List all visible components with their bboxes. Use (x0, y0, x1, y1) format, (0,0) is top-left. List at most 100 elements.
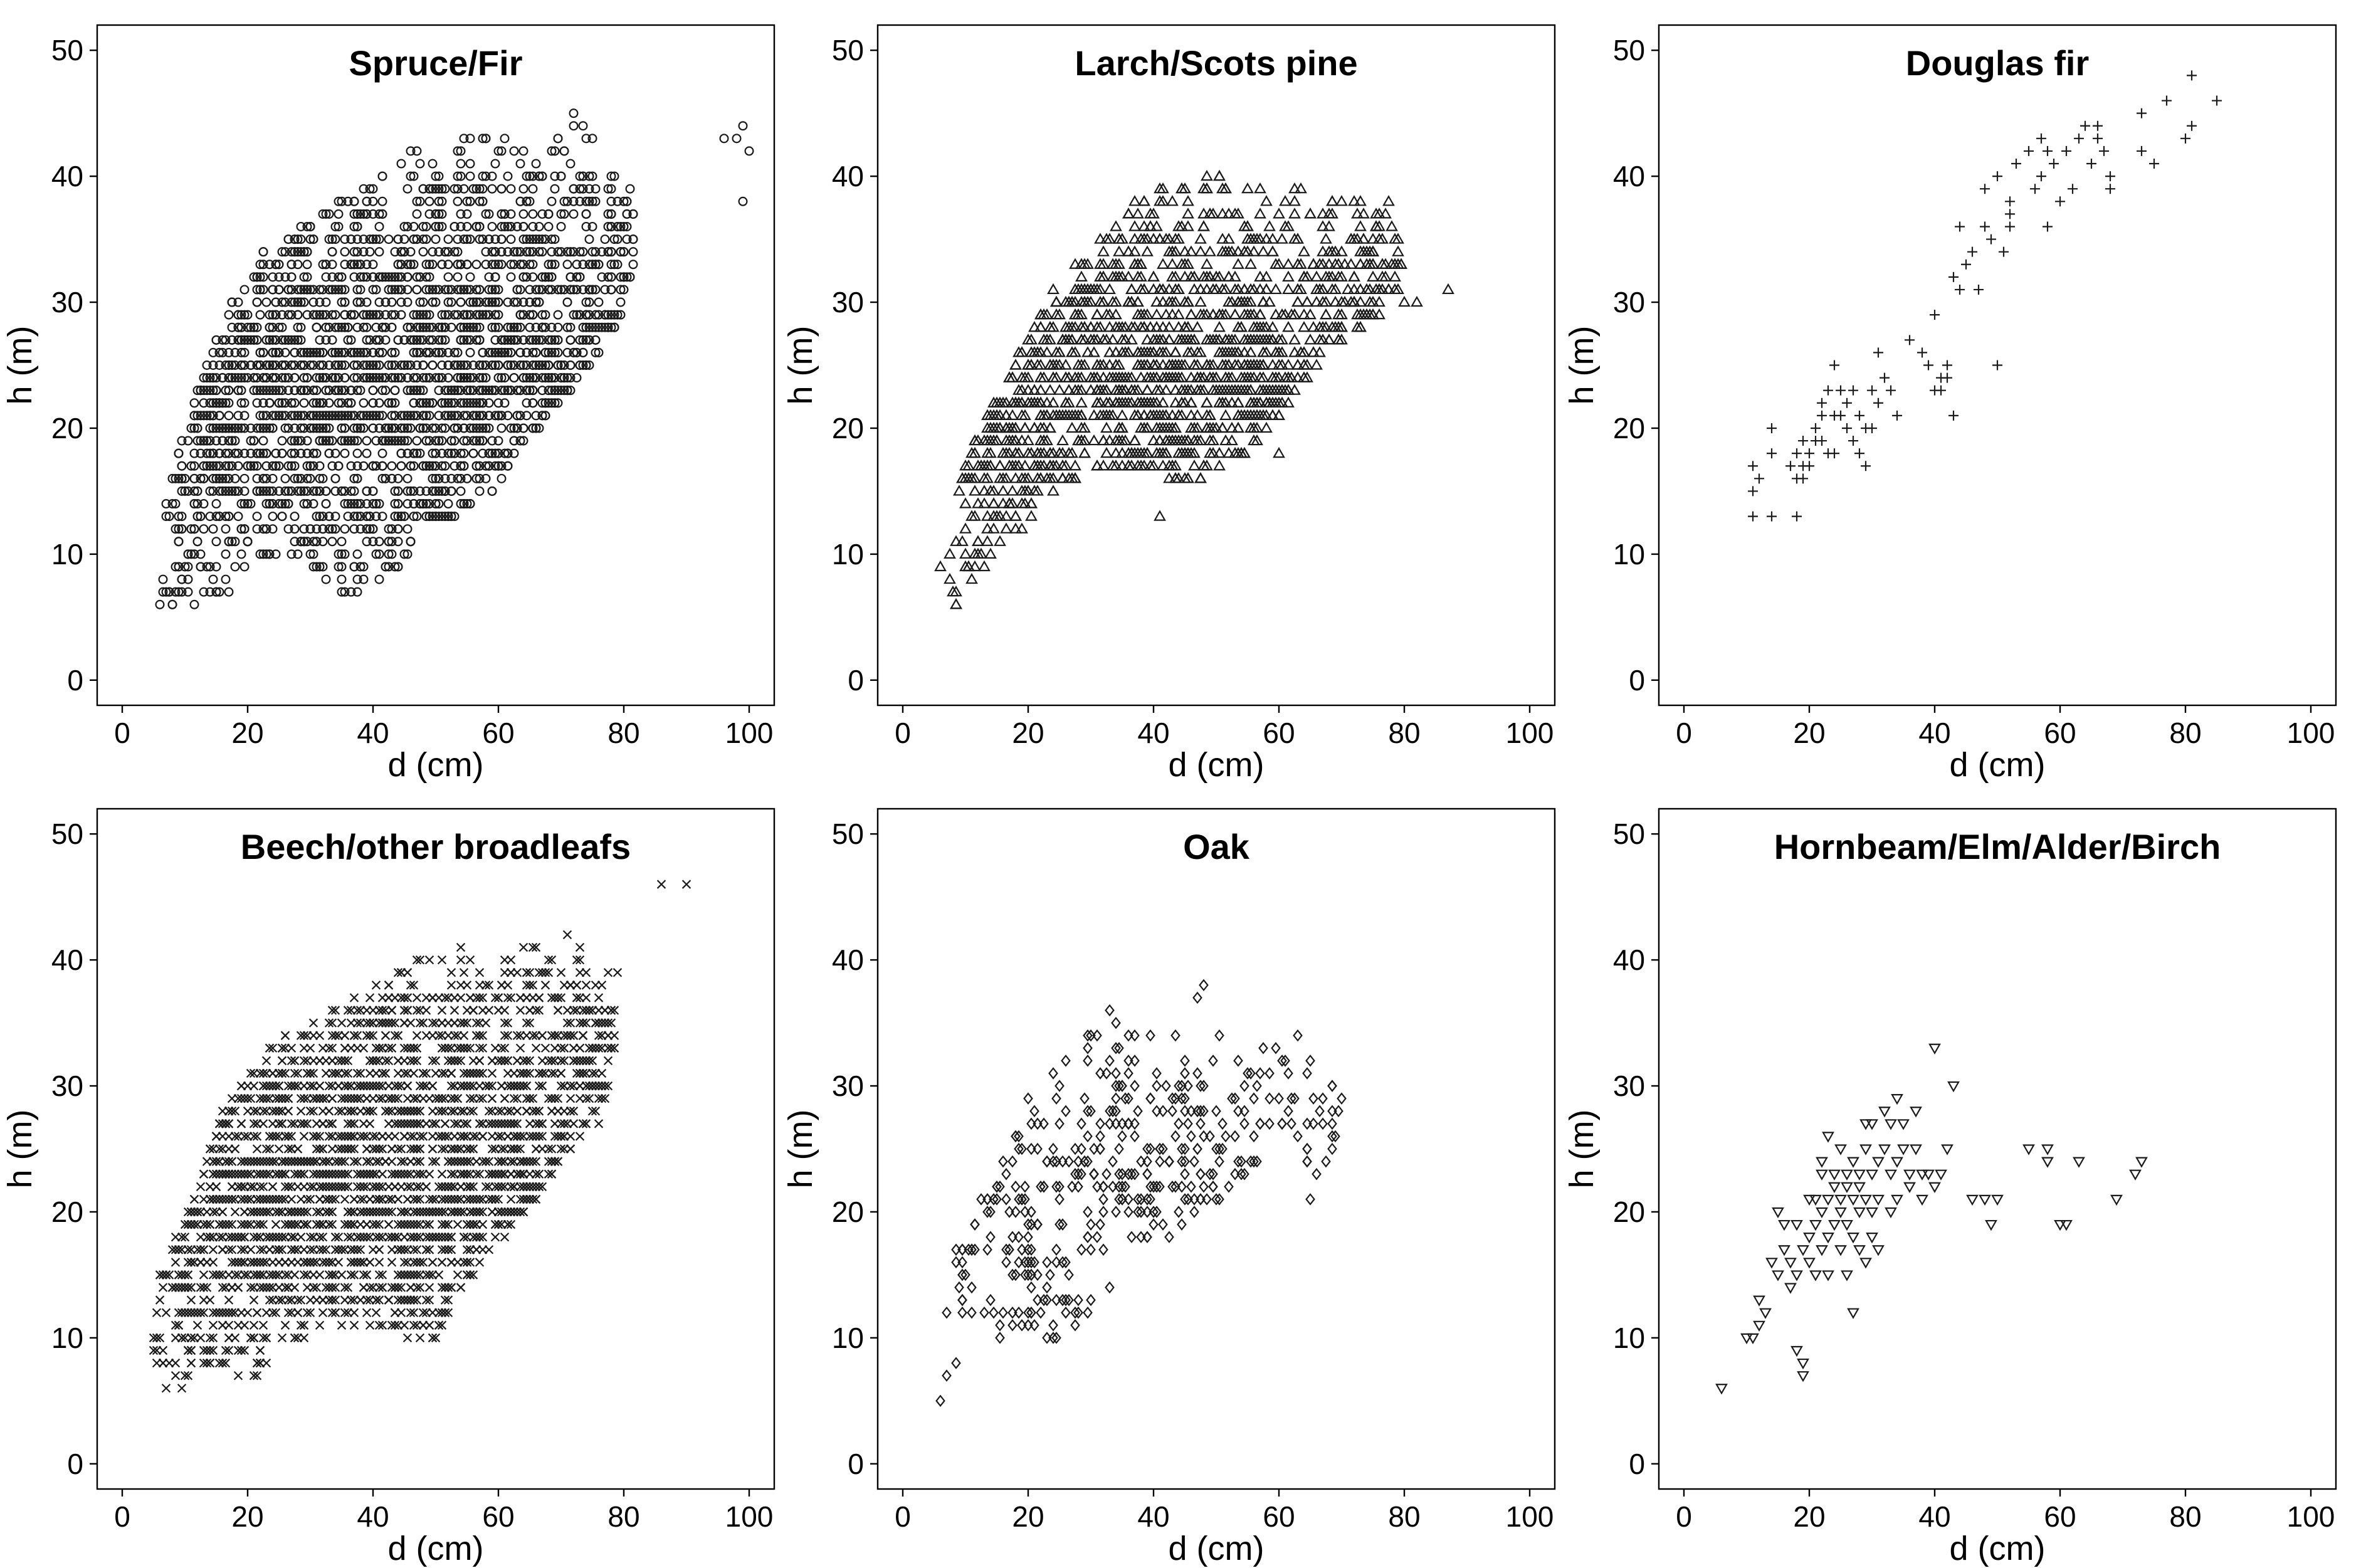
data-point (337, 486, 347, 496)
data-point (497, 221, 507, 231)
data-point (196, 386, 206, 396)
data-point (440, 512, 450, 522)
data-point (252, 386, 262, 396)
data-point (512, 221, 522, 231)
data-point (544, 347, 554, 357)
data-point (525, 247, 535, 257)
data-point (371, 436, 381, 446)
data-point (468, 360, 478, 370)
y-axis-label: h (m) (782, 326, 819, 405)
data-point (462, 386, 472, 396)
data-point (437, 461, 447, 471)
data-point (534, 285, 544, 295)
data-point (565, 247, 576, 257)
data-point (434, 512, 444, 522)
data-point (456, 171, 466, 181)
data-point (437, 196, 447, 206)
data-point (606, 260, 616, 270)
data-point (368, 272, 378, 282)
data-point (318, 411, 328, 421)
data-point (406, 146, 416, 156)
data-point (1232, 245, 1244, 256)
data-point (287, 297, 297, 307)
data-point (456, 335, 466, 345)
data-point (478, 310, 488, 320)
data-point (490, 335, 500, 345)
data-point (374, 398, 384, 408)
data-point (346, 411, 356, 421)
data-point (365, 310, 375, 320)
data-point (205, 461, 215, 471)
data-point (512, 285, 522, 295)
data-point (490, 347, 500, 357)
data-point (437, 347, 447, 357)
data-point (484, 398, 494, 408)
data-point (296, 360, 306, 370)
data-point (406, 423, 416, 433)
data-point (324, 448, 334, 458)
data-point (381, 386, 391, 396)
data-point (1320, 321, 1332, 332)
data-point (453, 196, 463, 206)
data-point (340, 549, 350, 559)
data-point (277, 499, 287, 509)
data-point (450, 347, 460, 357)
data-point (606, 171, 616, 181)
data-point (233, 335, 243, 345)
data-point (537, 411, 547, 421)
data-point (475, 285, 485, 295)
data-point (334, 285, 344, 295)
panel-title: Douglas fir (1906, 43, 2089, 83)
data-point (528, 247, 538, 257)
data-point (443, 297, 453, 307)
data-point (255, 411, 265, 421)
data-point (421, 322, 431, 332)
data-point (208, 473, 218, 483)
data-point (600, 310, 610, 320)
data-point (459, 310, 469, 320)
data-point (236, 524, 246, 534)
data-point (374, 411, 384, 421)
data-point (553, 335, 563, 345)
data-point (475, 335, 485, 345)
data-point (387, 360, 397, 370)
data-point (218, 335, 228, 345)
data-point (246, 436, 256, 446)
data-point (324, 423, 334, 433)
data-point (732, 134, 742, 144)
data-point (368, 234, 378, 245)
data-point (274, 486, 284, 496)
data-point (544, 209, 554, 219)
data-point (387, 537, 397, 547)
data-point (330, 486, 340, 496)
data-point (305, 423, 315, 433)
data-point (1103, 321, 1116, 332)
data-point (497, 184, 507, 194)
data-point (352, 322, 362, 332)
data-point (443, 272, 453, 282)
data-point (224, 436, 234, 446)
data-point (540, 347, 550, 357)
data-point (428, 360, 438, 370)
data-point (559, 373, 569, 383)
data-point (1150, 220, 1163, 231)
data-point (330, 360, 340, 370)
data-point (506, 322, 516, 332)
data-point (318, 310, 328, 320)
data-point (211, 423, 221, 433)
data-point (475, 436, 485, 446)
data-point (352, 297, 362, 307)
data-point (202, 386, 212, 396)
data-point (340, 360, 350, 370)
data-point (324, 360, 334, 370)
data-point (462, 360, 472, 370)
data-point (1279, 195, 1291, 206)
data-point (456, 473, 466, 483)
data-point (362, 335, 372, 345)
data-point (327, 436, 337, 446)
data-point (544, 360, 554, 370)
data-point (384, 423, 394, 433)
data-point (340, 285, 350, 295)
data-point (381, 562, 391, 572)
